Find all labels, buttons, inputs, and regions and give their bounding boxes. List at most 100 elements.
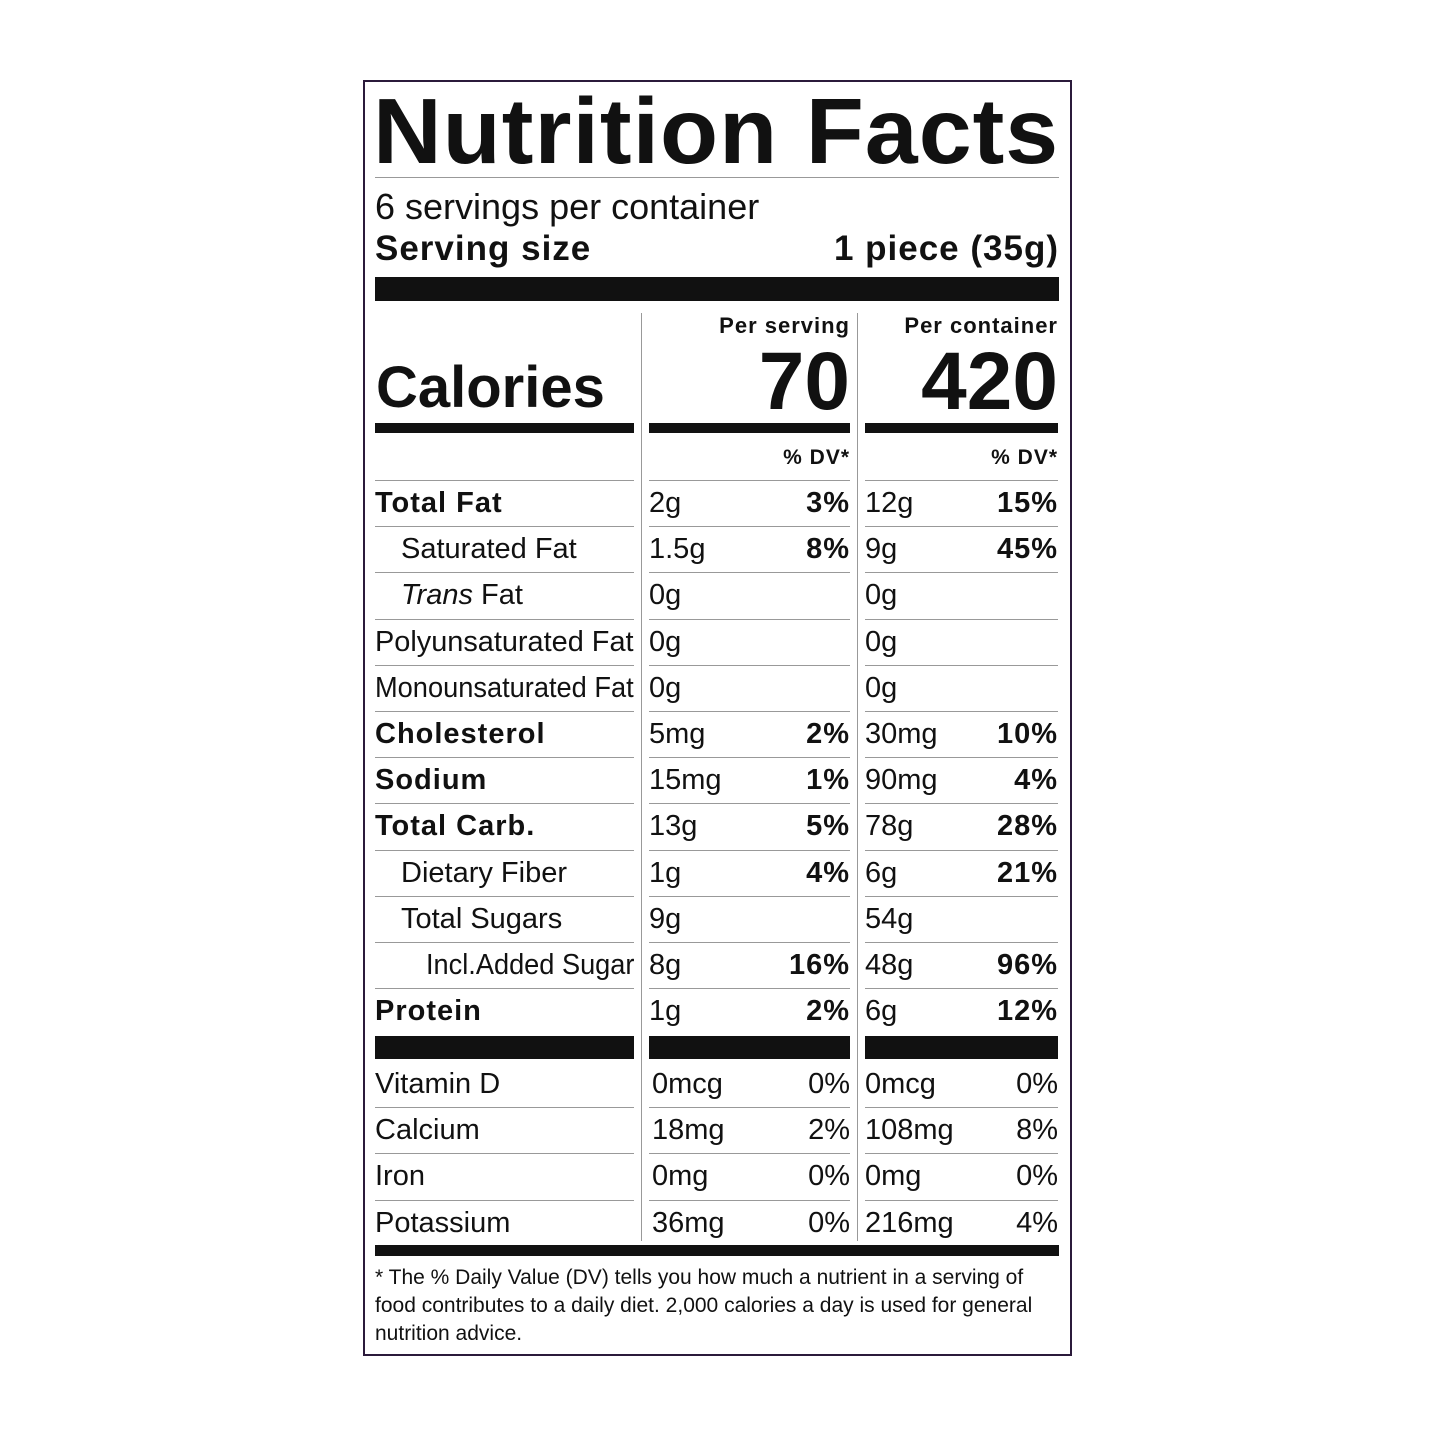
nutrient-name: Protein (375, 988, 482, 1034)
nutrient-name: Polyunsaturated Fat (375, 619, 634, 665)
percent-dv: 16% (788, 949, 850, 981)
label-border (363, 80, 1072, 1356)
percent-dv: 28% (996, 810, 1058, 843)
nutrient-name-text: Monounsaturated Fat (375, 671, 634, 704)
calories-bar (649, 423, 850, 433)
row-divider (375, 711, 634, 712)
row-divider (649, 1153, 850, 1154)
row-divider (865, 896, 1058, 897)
row-divider (375, 1153, 634, 1154)
footnote-line: * The % Daily Value (DV) tells you how m… (375, 1266, 1024, 1289)
row-divider (375, 942, 634, 943)
row-divider (649, 711, 850, 712)
row-divider (865, 572, 1058, 573)
amount: 18mg (652, 1114, 725, 1147)
amount: 15mg (649, 764, 722, 797)
calories-per-serving: 70 (758, 336, 850, 427)
nutrient-name-text: Polyunsaturated Fat (375, 625, 634, 658)
amount: 108mg (865, 1114, 954, 1147)
percent-dv: 1% (806, 764, 850, 797)
row-divider (865, 942, 1058, 943)
amount: 0g (865, 671, 898, 704)
column-divider (857, 313, 858, 1241)
percent-dv: 4% (806, 856, 850, 889)
nutrient-name: Cholesterol (375, 711, 546, 757)
row-divider (865, 1107, 1058, 1108)
percent-dv: 3% (806, 487, 850, 519)
row-divider (649, 572, 850, 573)
percent-dv: 0% (1016, 1160, 1058, 1193)
row-divider (649, 988, 850, 989)
percent-dv: 12% (996, 995, 1058, 1028)
servings: 6 servings per container (375, 186, 760, 227)
nutrient-name-text: Vitamin D (375, 1068, 501, 1100)
nutrient-name-text: Total Carb. (375, 810, 536, 843)
row-divider (375, 1107, 634, 1108)
amount: 9g (649, 902, 682, 935)
amount: 0g (649, 671, 682, 704)
percent-dv: 15% (996, 487, 1058, 519)
amount: 12g (865, 487, 914, 519)
row-divider (375, 803, 634, 804)
thick-bar (649, 1036, 850, 1059)
row-divider (375, 665, 634, 666)
row-divider (865, 850, 1058, 851)
row-divider (649, 1200, 850, 1201)
thick-bar (865, 1036, 1058, 1059)
percent-dv: 0% (1016, 1068, 1058, 1100)
percent-dv: 8% (806, 533, 850, 566)
amount: 54g (865, 902, 914, 935)
nutrient-name: Trans Fat (401, 572, 523, 618)
amount: 1g (649, 856, 682, 889)
nutrient-name-italic: Trans (401, 579, 473, 612)
nutrient-name-text: Saturated Fat (401, 533, 577, 566)
amount: 9g (865, 533, 898, 566)
amount: 2g (649, 487, 682, 519)
percent-dv: 8% (1016, 1114, 1058, 1147)
amount: 1.5g (649, 533, 706, 566)
percent-dv: 5% (806, 810, 850, 843)
row-divider (649, 896, 850, 897)
row-divider (865, 711, 1058, 712)
nutrient-name-text: Dietary Fiber (401, 856, 567, 889)
footnote-line: food contributes to a daily diet. 2,000 … (375, 1294, 1033, 1317)
amount: 36mg (652, 1206, 725, 1239)
calories-bar (865, 423, 1058, 433)
amount: 0mg (865, 1160, 922, 1193)
footnote: * The % Daily Value (DV) tells you how m… (375, 1264, 1032, 1348)
row-divider (375, 572, 634, 573)
nutrient-name-text: Protein (375, 995, 482, 1028)
percent-dv: 21% (996, 856, 1058, 889)
row-divider (649, 850, 850, 851)
nutrient-name-text: Calcium (375, 1114, 480, 1147)
calories-per-container: 420 (921, 336, 1058, 427)
row-divider (865, 526, 1058, 527)
row-divider (375, 988, 634, 989)
row-divider (375, 480, 634, 481)
calories-label: Calories (376, 355, 605, 420)
amount: 30mg (865, 718, 938, 750)
row-divider (649, 757, 850, 758)
amount: 0mcg (865, 1068, 936, 1100)
row-divider (865, 1200, 1058, 1201)
nutrient-name: Saturated Fat (401, 526, 577, 572)
per-container-header: Per container (904, 313, 1058, 338)
amount: 0g (865, 579, 898, 612)
row-divider (865, 480, 1058, 481)
amount: 6g (865, 995, 898, 1028)
row-divider (865, 757, 1058, 758)
nutrient-name: Dietary Fiber (401, 850, 567, 896)
nutrient-name-text: Sodium (375, 764, 488, 797)
percent-dv: 4% (1016, 1206, 1058, 1239)
serving-size-label: Serving size (375, 229, 592, 268)
amount: 1g (649, 995, 682, 1028)
calories-bar (375, 423, 634, 433)
row-divider (375, 850, 634, 851)
nutrient-name-text: Incl.Added Sugar (426, 949, 635, 981)
amount: 0mg (652, 1160, 709, 1193)
row-divider (375, 619, 634, 620)
percent-dv: 4% (1014, 764, 1058, 797)
thick-bar (375, 277, 1059, 301)
nutrient-name-text: Potassium (375, 1206, 511, 1239)
footnote-line: nutrition advice. (375, 1322, 523, 1345)
